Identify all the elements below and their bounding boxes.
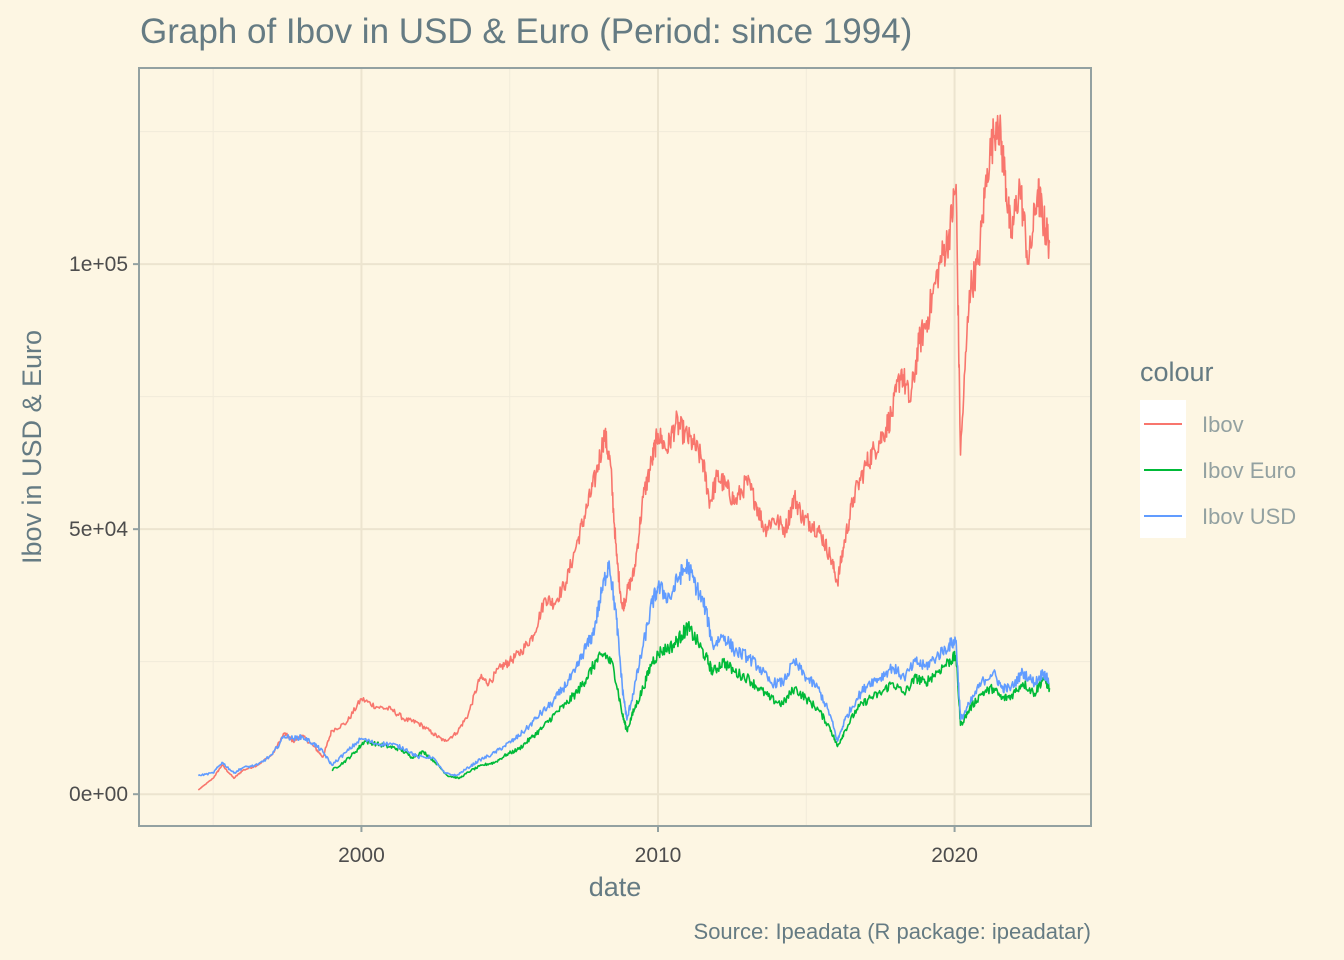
legend-label-ibov-usd: Ibov USD bbox=[1202, 504, 1296, 529]
series-lines bbox=[197, 114, 1051, 791]
series-line-ibov-euro bbox=[331, 620, 1051, 780]
y-axis-title: Ibov in USD & Euro bbox=[17, 330, 47, 564]
y-tick-label: 5e+04 bbox=[69, 518, 128, 541]
grid-minor bbox=[139, 68, 1091, 826]
x-tick-label: 2000 bbox=[338, 844, 385, 867]
plot-area bbox=[138, 67, 1092, 827]
series-line-ibov-usd bbox=[197, 558, 1050, 777]
legend-label-ibov-euro: Ibov Euro bbox=[1202, 458, 1296, 483]
x-axis-title: date bbox=[589, 872, 642, 902]
legend-title: colour bbox=[1140, 357, 1214, 387]
chart-caption: Source: Ipeadata (R package: ipeadatar) bbox=[694, 919, 1091, 944]
x-tick-label: 2020 bbox=[931, 844, 978, 867]
y-tick-label: 1e+05 bbox=[69, 253, 128, 276]
legend-label-ibov: Ibov bbox=[1202, 412, 1244, 437]
series-line-ibov bbox=[197, 114, 1051, 791]
y-tick-label: 0e+00 bbox=[69, 783, 128, 806]
plot-border bbox=[138, 67, 1092, 827]
legend: colour Ibov Ibov Euro Ibov USD bbox=[1140, 357, 1296, 538]
y-axis: 0e+00 5e+04 1e+05 bbox=[69, 253, 139, 806]
x-axis: 2000 2010 2020 bbox=[338, 826, 978, 867]
grid-major bbox=[139, 68, 1091, 826]
chart-title: Graph of Ibov in USD & Euro (Period: sin… bbox=[140, 12, 912, 51]
plot-background bbox=[139, 68, 1091, 826]
legend-items: Ibov Ibov Euro Ibov USD bbox=[1144, 412, 1296, 529]
x-tick-label: 2010 bbox=[635, 844, 682, 867]
